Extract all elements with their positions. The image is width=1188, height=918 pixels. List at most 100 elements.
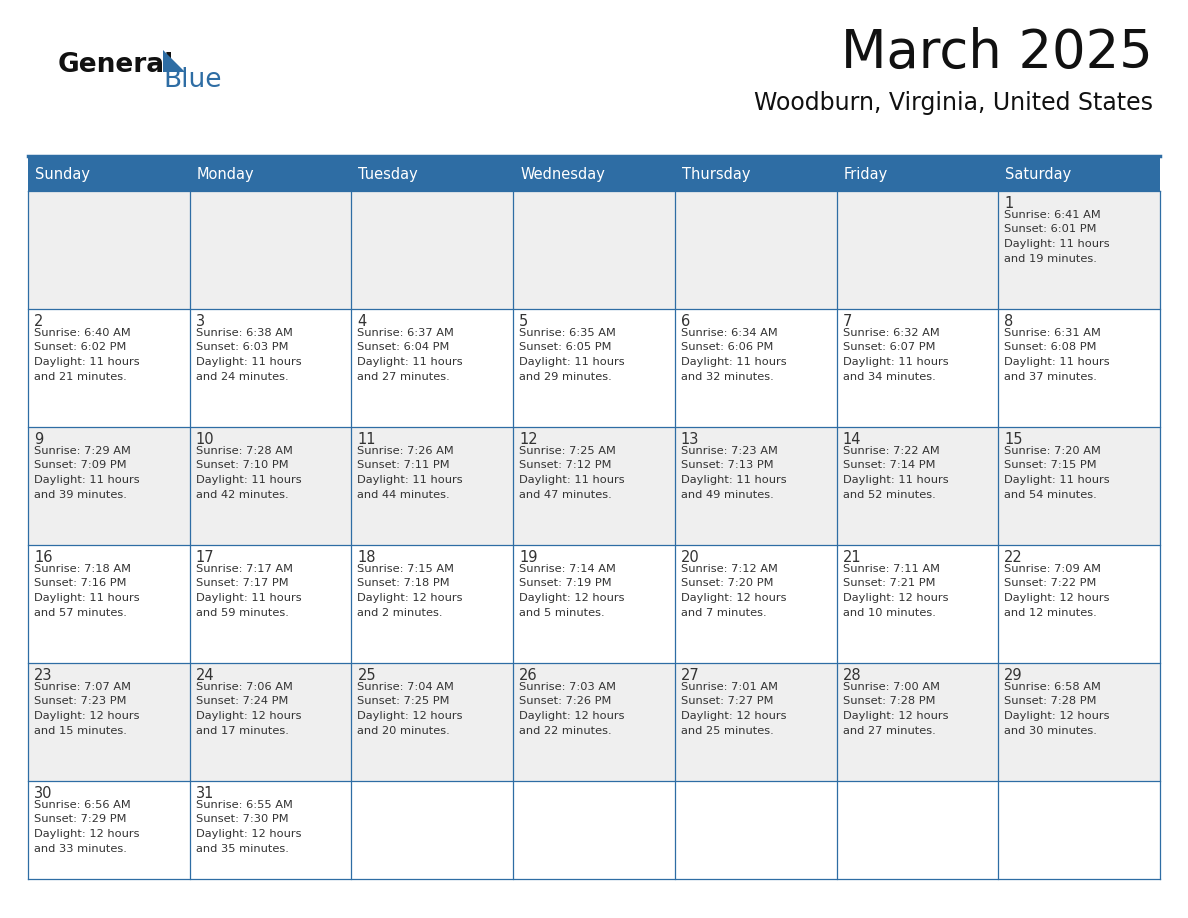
Text: Daylight: 12 hours: Daylight: 12 hours — [196, 829, 302, 839]
Text: Daylight: 12 hours: Daylight: 12 hours — [681, 711, 786, 721]
Text: Daylight: 12 hours: Daylight: 12 hours — [681, 593, 786, 603]
Text: Sunset: 6:02 PM: Sunset: 6:02 PM — [34, 342, 126, 353]
Text: Daylight: 11 hours: Daylight: 11 hours — [1004, 357, 1110, 367]
Text: Sunset: 7:15 PM: Sunset: 7:15 PM — [1004, 461, 1097, 471]
Text: Daylight: 11 hours: Daylight: 11 hours — [196, 593, 302, 603]
Text: and 7 minutes.: and 7 minutes. — [681, 608, 766, 618]
Text: March 2025: March 2025 — [841, 27, 1154, 79]
Bar — [29, 309, 1159, 427]
Text: 8: 8 — [1004, 314, 1013, 329]
Text: 9: 9 — [34, 432, 43, 447]
Text: Sunset: 7:20 PM: Sunset: 7:20 PM — [681, 578, 773, 588]
Text: Sunset: 7:14 PM: Sunset: 7:14 PM — [842, 461, 935, 471]
Text: Sunrise: 7:14 AM: Sunrise: 7:14 AM — [519, 564, 617, 574]
Text: Daylight: 11 hours: Daylight: 11 hours — [196, 357, 302, 367]
Text: 24: 24 — [196, 668, 214, 683]
Text: 6: 6 — [681, 314, 690, 329]
Text: 5: 5 — [519, 314, 529, 329]
Text: Sunrise: 7:20 AM: Sunrise: 7:20 AM — [1004, 446, 1101, 456]
Text: 27: 27 — [681, 668, 700, 683]
Bar — [29, 427, 1159, 545]
Text: Daylight: 12 hours: Daylight: 12 hours — [196, 711, 302, 721]
Text: Wednesday: Wednesday — [520, 167, 605, 182]
Text: 16: 16 — [34, 550, 52, 565]
Text: Sunset: 7:23 PM: Sunset: 7:23 PM — [34, 697, 126, 707]
Text: and 39 minutes.: and 39 minutes. — [34, 489, 127, 499]
Text: Saturday: Saturday — [1005, 167, 1072, 182]
Text: 15: 15 — [1004, 432, 1023, 447]
Text: Daylight: 12 hours: Daylight: 12 hours — [842, 593, 948, 603]
Text: and 30 minutes.: and 30 minutes. — [1004, 725, 1098, 735]
Text: Sunset: 7:18 PM: Sunset: 7:18 PM — [358, 578, 450, 588]
Text: 21: 21 — [842, 550, 861, 565]
Text: 10: 10 — [196, 432, 214, 447]
Text: Daylight: 11 hours: Daylight: 11 hours — [681, 475, 786, 485]
Text: Sunset: 6:01 PM: Sunset: 6:01 PM — [1004, 225, 1097, 234]
Bar — [190, 158, 352, 191]
Bar — [29, 158, 190, 191]
Text: Sunset: 7:10 PM: Sunset: 7:10 PM — [196, 461, 289, 471]
Text: 23: 23 — [34, 668, 52, 683]
Text: Daylight: 11 hours: Daylight: 11 hours — [34, 593, 140, 603]
Text: and 34 minutes.: and 34 minutes. — [842, 372, 935, 382]
Text: and 15 minutes.: and 15 minutes. — [34, 725, 127, 735]
Text: Sunrise: 6:41 AM: Sunrise: 6:41 AM — [1004, 210, 1101, 220]
Text: and 29 minutes.: and 29 minutes. — [519, 372, 612, 382]
Text: and 12 minutes.: and 12 minutes. — [1004, 608, 1097, 618]
Text: Sunset: 7:24 PM: Sunset: 7:24 PM — [196, 697, 287, 707]
Text: Daylight: 12 hours: Daylight: 12 hours — [842, 711, 948, 721]
Text: and 52 minutes.: and 52 minutes. — [842, 489, 935, 499]
Text: Sunrise: 7:26 AM: Sunrise: 7:26 AM — [358, 446, 454, 456]
Text: 7: 7 — [842, 314, 852, 329]
Text: Daylight: 12 hours: Daylight: 12 hours — [358, 593, 463, 603]
Text: and 17 minutes.: and 17 minutes. — [196, 725, 289, 735]
Text: Sunset: 6:04 PM: Sunset: 6:04 PM — [358, 342, 450, 353]
Text: General: General — [58, 52, 175, 78]
Text: Sunrise: 7:07 AM: Sunrise: 7:07 AM — [34, 682, 131, 692]
Text: 20: 20 — [681, 550, 700, 565]
Text: 17: 17 — [196, 550, 214, 565]
Text: Sunset: 7:27 PM: Sunset: 7:27 PM — [681, 697, 773, 707]
Text: Sunrise: 6:32 AM: Sunrise: 6:32 AM — [842, 328, 940, 338]
Text: Sunrise: 7:06 AM: Sunrise: 7:06 AM — [196, 682, 292, 692]
Text: and 49 minutes.: and 49 minutes. — [681, 489, 773, 499]
Text: Daylight: 11 hours: Daylight: 11 hours — [681, 357, 786, 367]
Text: Daylight: 12 hours: Daylight: 12 hours — [1004, 593, 1110, 603]
Bar — [836, 158, 998, 191]
Text: Sunrise: 7:28 AM: Sunrise: 7:28 AM — [196, 446, 292, 456]
Text: Sunrise: 7:11 AM: Sunrise: 7:11 AM — [842, 564, 940, 574]
Text: Sunrise: 7:29 AM: Sunrise: 7:29 AM — [34, 446, 131, 456]
Text: Daylight: 11 hours: Daylight: 11 hours — [1004, 239, 1110, 249]
Text: and 27 minutes.: and 27 minutes. — [842, 725, 935, 735]
Text: Daylight: 11 hours: Daylight: 11 hours — [1004, 475, 1110, 485]
Text: Sunset: 7:29 PM: Sunset: 7:29 PM — [34, 814, 126, 824]
Text: Daylight: 11 hours: Daylight: 11 hours — [34, 475, 140, 485]
Text: Daylight: 11 hours: Daylight: 11 hours — [358, 475, 463, 485]
Bar — [29, 545, 1159, 663]
Text: Sunset: 7:17 PM: Sunset: 7:17 PM — [196, 578, 289, 588]
Text: Sunrise: 6:35 AM: Sunrise: 6:35 AM — [519, 328, 617, 338]
Text: Sunset: 7:11 PM: Sunset: 7:11 PM — [358, 461, 450, 471]
Text: and 20 minutes.: and 20 minutes. — [358, 725, 450, 735]
Text: 11: 11 — [358, 432, 375, 447]
Text: and 19 minutes.: and 19 minutes. — [1004, 253, 1098, 263]
Text: Sunday: Sunday — [34, 167, 90, 182]
Text: Sunrise: 7:18 AM: Sunrise: 7:18 AM — [34, 564, 131, 574]
Text: Daylight: 11 hours: Daylight: 11 hours — [519, 475, 625, 485]
Polygon shape — [163, 50, 185, 72]
Text: and 25 minutes.: and 25 minutes. — [681, 725, 773, 735]
Text: Daylight: 12 hours: Daylight: 12 hours — [519, 711, 625, 721]
Text: 12: 12 — [519, 432, 538, 447]
Text: Daylight: 12 hours: Daylight: 12 hours — [1004, 711, 1110, 721]
Text: 1: 1 — [1004, 196, 1013, 211]
Text: Sunset: 6:07 PM: Sunset: 6:07 PM — [842, 342, 935, 353]
Text: Sunset: 7:12 PM: Sunset: 7:12 PM — [519, 461, 612, 471]
Text: Daylight: 11 hours: Daylight: 11 hours — [358, 357, 463, 367]
Text: Daylight: 11 hours: Daylight: 11 hours — [842, 475, 948, 485]
Text: Sunrise: 7:00 AM: Sunrise: 7:00 AM — [842, 682, 940, 692]
Text: 19: 19 — [519, 550, 538, 565]
Text: Sunrise: 7:03 AM: Sunrise: 7:03 AM — [519, 682, 617, 692]
Text: 22: 22 — [1004, 550, 1023, 565]
Text: Woodburn, Virginia, United States: Woodburn, Virginia, United States — [754, 91, 1154, 115]
Text: Daylight: 11 hours: Daylight: 11 hours — [842, 357, 948, 367]
